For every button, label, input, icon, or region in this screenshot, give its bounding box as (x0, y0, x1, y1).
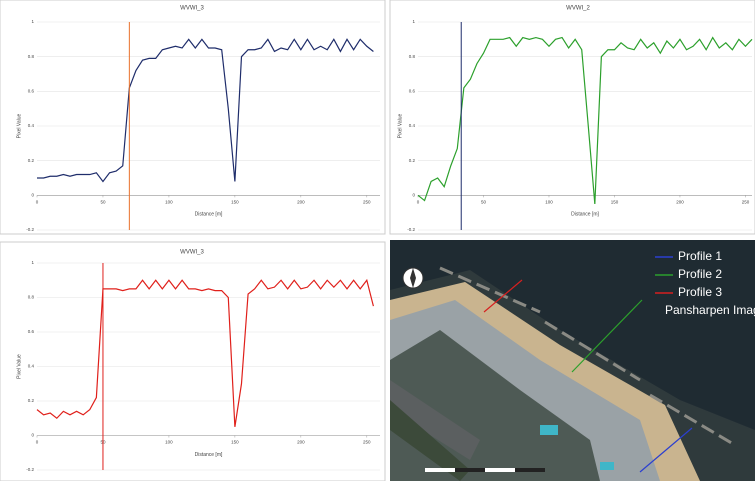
chart-title: WVWI_2 (566, 6, 590, 12)
legend-label: Pansharpen Image (665, 303, 755, 317)
y-tick-label: 0.6 (409, 89, 416, 94)
chart-title: WVWI_3 (180, 6, 204, 12)
panel (0, 0, 385, 234)
y-axis-label: Pixel Value (16, 113, 22, 138)
legend-label: Profile 3 (678, 285, 722, 299)
x-tick-label: 150 (231, 200, 239, 205)
y-tick-label: -0.2 (26, 467, 34, 472)
x-tick-label: 250 (742, 200, 750, 205)
y-tick-label: 0.8 (28, 54, 35, 59)
panel (0, 242, 385, 481)
x-tick-label: 200 (297, 440, 305, 445)
y-tick-label: 0.8 (409, 54, 416, 59)
x-axis-label: Distance [m] (195, 212, 223, 218)
x-tick-label: 150 (611, 200, 619, 205)
legend-label: Profile 1 (678, 249, 722, 263)
y-tick-label: -0.2 (26, 227, 34, 232)
x-axis-label: Distance [m] (571, 212, 599, 218)
panel (390, 0, 755, 234)
y-tick-label: 0.2 (28, 398, 35, 403)
y-tick-label: -0.2 (407, 227, 415, 232)
x-tick-label: 150 (231, 440, 239, 445)
x-tick-label: 100 (165, 200, 173, 205)
y-tick-label: 0.4 (409, 123, 416, 128)
y-axis-label: Pixel Value (16, 354, 22, 379)
x-tick-label: 250 (363, 200, 371, 205)
page: WVWI_3-0.200.20.40.60.81050100150200250D… (0, 0, 755, 481)
x-tick-label: 200 (297, 200, 305, 205)
chart-title: WVWI_3 (180, 250, 204, 256)
x-tick-label: 50 (481, 200, 487, 205)
y-tick-label: 0.2 (28, 158, 35, 163)
x-tick-label: 100 (165, 440, 173, 445)
x-tick-label: 50 (100, 200, 106, 205)
y-tick-label: 0.6 (28, 89, 35, 94)
x-tick-label: 200 (676, 200, 684, 205)
y-axis-label: Pixel Value (397, 113, 403, 138)
legend-label: Profile 2 (678, 267, 722, 281)
x-tick-label: 100 (545, 200, 553, 205)
x-axis-label: Distance [m] (195, 452, 223, 458)
y-tick-label: 0.8 (28, 295, 35, 300)
x-tick-label: 250 (363, 440, 371, 445)
y-tick-label: 0.4 (28, 364, 35, 369)
y-tick-label: 0.4 (28, 123, 35, 128)
y-tick-label: 0.6 (28, 329, 35, 334)
y-tick-label: 0.2 (409, 158, 416, 163)
